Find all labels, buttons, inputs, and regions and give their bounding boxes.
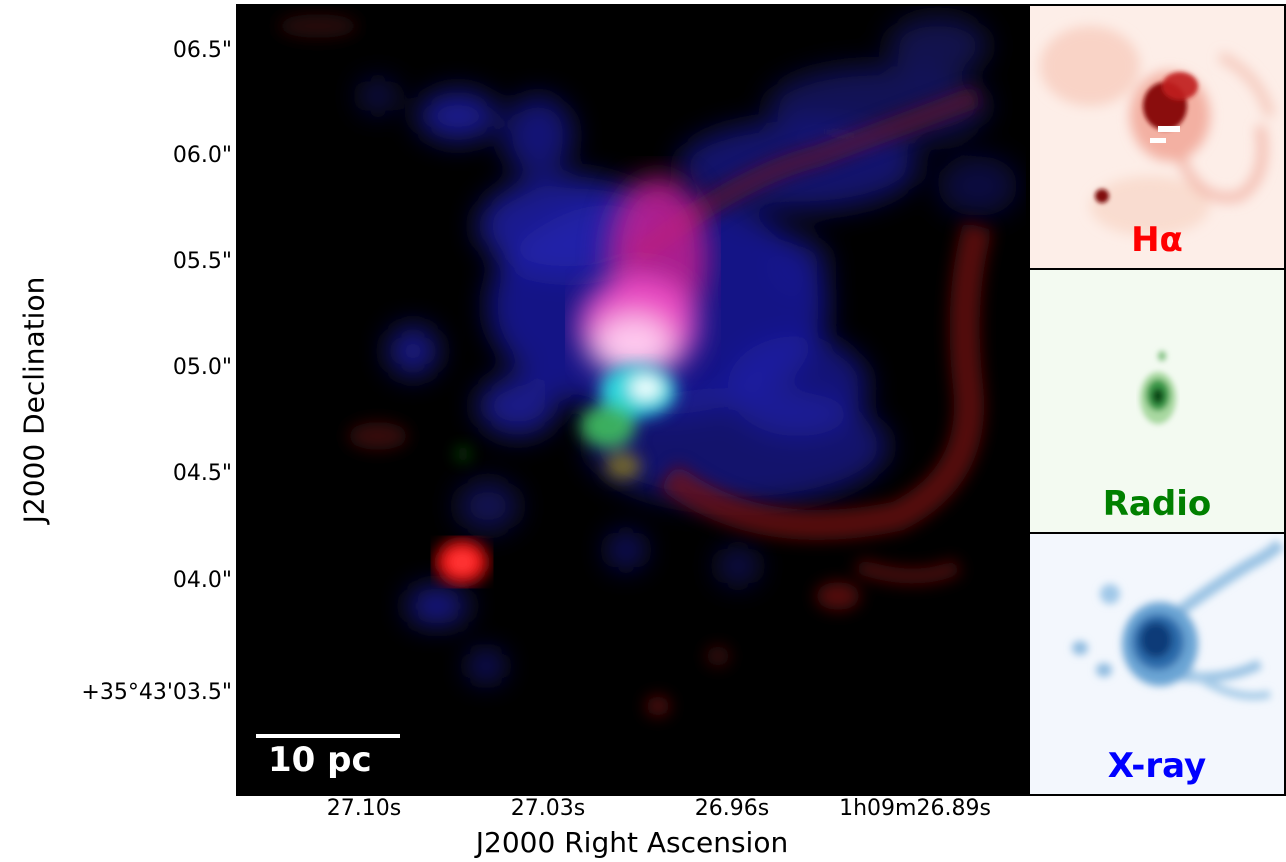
x-tick-label: 27.10s [326, 796, 402, 821]
rgb-composite-image: 10 pc [236, 4, 1028, 796]
y-tick-label: 04.5" [172, 461, 232, 486]
central-overlap-emission [578, 176, 708, 376]
y-tick-label: 05.0" [172, 355, 232, 380]
y-tick-label: 04.0" [172, 568, 232, 593]
radio-label: Radio [1102, 484, 1212, 524]
xray-panel: X-ray [1028, 532, 1286, 796]
y-tick-label: 05.5" [172, 249, 232, 274]
x-axis-label: J2000 Right Ascension [475, 826, 789, 859]
radio-panel: Radio [1028, 268, 1286, 534]
radio-map [1030, 270, 1284, 532]
y-tick-label: 06.5" [172, 38, 232, 63]
x-tick-label: 26.96s [694, 796, 770, 821]
composite-emission-map [278, 14, 1018, 716]
x-tick-label: 1h09m26.89s [839, 796, 991, 821]
halpha-panel: Hα [1028, 4, 1286, 270]
halpha-label: Hα [1131, 220, 1183, 260]
compact-red-source [436, 540, 488, 584]
y-axis-label: J2000 Declination [17, 276, 51, 524]
x-tick-label: 27.03s [510, 796, 586, 821]
scale-bar [256, 734, 400, 738]
xray-map [1030, 534, 1284, 794]
halpha-map [1030, 6, 1284, 268]
radio-core-emission [457, 365, 676, 480]
y-tick-label: +35°43'03.5" [81, 680, 232, 705]
xray-label: X-ray [1107, 746, 1207, 786]
scale-bar-label: 10 pc [268, 740, 372, 780]
y-tick-label: 06.0" [172, 143, 232, 168]
